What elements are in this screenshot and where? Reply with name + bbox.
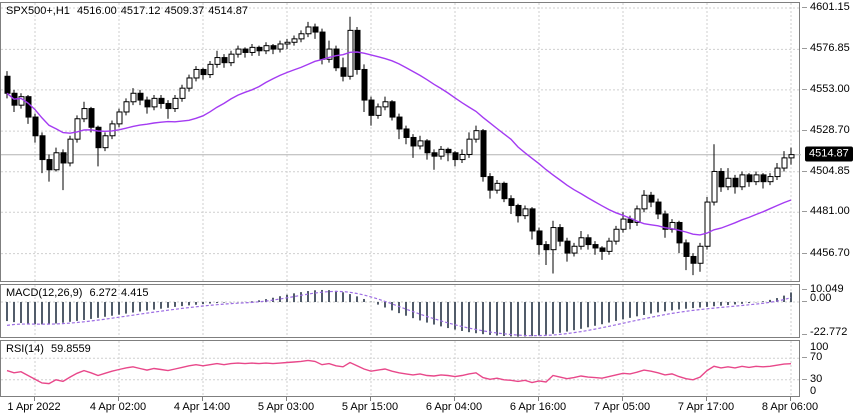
axis-tick: [802, 130, 807, 132]
macd-axis-label: -22.772: [810, 325, 848, 338]
candlestick-canvas[interactable]: [1, 3, 801, 281]
axis-tick: [802, 357, 807, 359]
axis-tick: [802, 170, 807, 172]
rsi-axis-label: 30: [810, 372, 823, 385]
time-axis-label: 6 Apr 04:00: [425, 401, 483, 413]
price-axis-label: 4481.00: [810, 205, 850, 218]
axis-tick: [802, 333, 807, 335]
ohlc-open: 4516.00: [76, 5, 117, 17]
chart-header: SPX500+,H1 4516.00 4517.12 4509.37 4514.87: [6, 5, 252, 17]
axis-tick: [802, 88, 807, 90]
time-axis-tick: [706, 397, 707, 401]
rsi-header: RSI(14) 59.8559: [6, 343, 95, 355]
time-axis[interactable]: 1 Apr 2022 4 Apr 02:00 4 Apr 14:00 5 Apr 03…: [0, 397, 865, 419]
time-axis-tick: [790, 397, 791, 401]
time-axis-label: 4 Apr 14:00: [173, 401, 231, 413]
time-axis-label: 7 Apr 17:00: [677, 401, 735, 413]
price-axis-label: 4528.70: [810, 124, 850, 137]
current-price-tag: 4514.87: [805, 146, 853, 162]
time-axis-tick: [454, 397, 455, 401]
time-axis-label: 1 Apr 2022: [7, 401, 61, 413]
macd-axis-label: 10.049: [810, 283, 844, 295]
rsi-value-label: 59.8559: [50, 343, 91, 355]
ohlc-close: 4514.87: [208, 5, 249, 17]
time-axis-tick: [34, 397, 35, 401]
ohlc-high: 4517.12: [120, 5, 161, 17]
time-axis-label: 5 Apr 03:00: [257, 401, 315, 413]
macd-header: MACD(12,26,9) 6.272 4.415: [6, 287, 153, 299]
time-axis-tick: [538, 397, 539, 401]
rsi-axis-label: 100: [810, 341, 829, 353]
axis-tick: [802, 7, 807, 8]
rsi-panel[interactable]: RSI(14) 59.8559: [0, 340, 801, 397]
macd-panel[interactable]: MACD(12,26,9) 6.272 4.415: [0, 284, 801, 338]
axis-tick: [802, 288, 807, 290]
macd-signal-label: 4.415: [121, 287, 149, 299]
rsi-canvas[interactable]: [1, 341, 801, 396]
time-axis-label: 7 Apr 05:00: [593, 401, 651, 413]
price-axis[interactable]: 4601.15 4576.85 4553.00 4528.70 4504.85 4481.…: [802, 0, 865, 397]
rsi-axis-label: 70: [810, 351, 823, 364]
axis-tick: [802, 211, 807, 213]
main-chart-panel[interactable]: SPX500+,H1 4516.00 4517.12 4509.37 4514.87: [0, 2, 801, 282]
time-axis-tick: [286, 397, 287, 401]
time-axis-tick: [118, 397, 119, 401]
macd-canvas[interactable]: [1, 285, 801, 337]
time-axis-label: 5 Apr 15:00: [341, 401, 399, 413]
rsi-name-label: RSI(14): [6, 343, 44, 355]
axis-tick: [802, 301, 807, 302]
time-axis-tick: [622, 397, 623, 401]
symbol-timeframe-label: SPX500+,H1: [6, 5, 70, 17]
price-axis-label: 4456.70: [810, 246, 850, 259]
price-axis-label: 4553.00: [810, 82, 850, 95]
ohlc-low: 4509.37: [164, 5, 205, 17]
macd-value-label: 6.272: [89, 287, 118, 299]
axis-tick: [802, 48, 807, 50]
axis-tick: [802, 378, 807, 380]
time-axis-label: 4 Apr 02:00: [89, 401, 147, 413]
rsi-axis-label: 0: [810, 385, 817, 397]
time-axis-tick: [370, 397, 371, 401]
macd-axis-label: 0.00: [810, 292, 832, 304]
time-axis-label: 6 Apr 16:00: [509, 401, 567, 413]
price-axis-label: 4601.15: [810, 1, 850, 13]
time-axis-label: 8 Apr 06:00: [761, 401, 819, 413]
price-axis-label: 4504.85: [810, 164, 850, 177]
time-axis-tick: [202, 397, 203, 401]
macd-name-label: MACD(12,26,9): [6, 287, 83, 299]
price-axis-label: 4576.85: [810, 42, 850, 55]
axis-tick: [802, 252, 807, 254]
